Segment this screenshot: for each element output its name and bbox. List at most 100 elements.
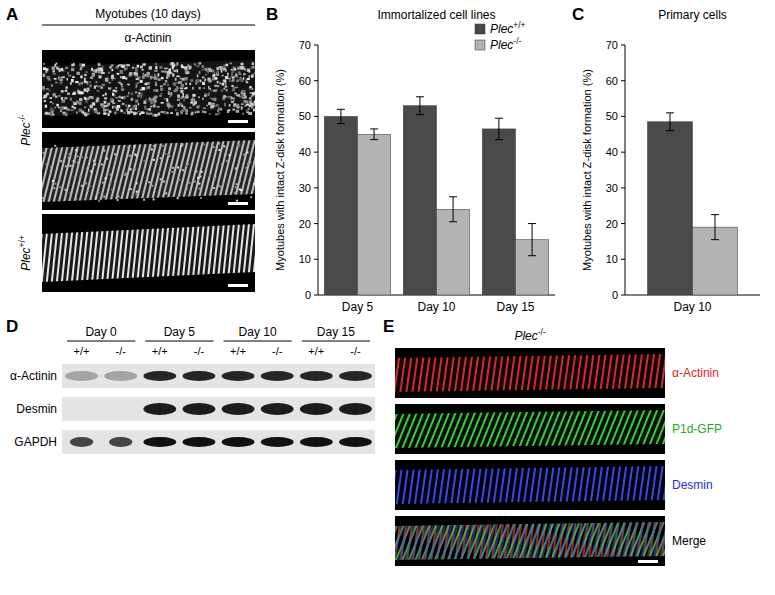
speckle <box>108 113 110 116</box>
blot-band <box>300 371 333 381</box>
speckle <box>218 149 220 151</box>
speckle <box>114 112 116 115</box>
speckle <box>92 74 95 77</box>
speckle <box>163 181 165 183</box>
speckle <box>161 111 164 113</box>
speckle <box>102 66 104 68</box>
speckle <box>129 155 131 157</box>
speckle <box>215 77 218 80</box>
speckle <box>122 76 125 79</box>
speckle <box>82 64 85 67</box>
genotype-label: -/- <box>194 345 205 357</box>
speckle <box>249 105 251 107</box>
speckle <box>204 68 207 70</box>
speckle <box>131 98 133 101</box>
speckle <box>79 91 82 94</box>
speckle <box>120 76 123 78</box>
speckle <box>140 66 143 69</box>
speckle <box>49 90 51 92</box>
column-rule <box>224 341 292 342</box>
myotube <box>395 522 665 560</box>
speckle <box>152 114 155 117</box>
error-cap <box>495 139 503 140</box>
speckle <box>74 107 76 109</box>
legend-swatch <box>475 40 485 50</box>
speckle <box>127 111 130 114</box>
column-label: Day 0 <box>85 325 117 339</box>
speckle <box>176 112 179 115</box>
speckle <box>246 104 249 106</box>
plot-area <box>648 113 738 295</box>
speckle <box>144 160 146 162</box>
speckle <box>43 89 45 91</box>
speckle <box>250 101 252 103</box>
speckle <box>237 95 240 97</box>
error-bar <box>495 118 503 139</box>
speckle <box>142 76 145 79</box>
speckle <box>244 68 246 70</box>
error-cap <box>337 123 345 124</box>
speckle <box>46 163 48 165</box>
bar <box>437 209 470 295</box>
speckle <box>251 105 253 108</box>
myotube <box>395 466 665 504</box>
speckle <box>217 81 219 83</box>
speckle <box>136 191 138 193</box>
speckle <box>78 102 80 104</box>
speckle <box>222 83 224 86</box>
speckle <box>161 102 164 104</box>
speckle <box>151 148 153 150</box>
speckle <box>202 82 205 85</box>
speckle <box>239 180 241 182</box>
speckle <box>90 170 92 172</box>
speckle <box>111 99 114 102</box>
speckle <box>119 82 121 84</box>
y-tick-label: 10 <box>606 253 618 265</box>
speckle <box>204 93 207 95</box>
speckle <box>110 174 112 176</box>
speckle <box>143 63 146 65</box>
speckle <box>124 64 126 66</box>
speckle <box>225 76 228 79</box>
speckle <box>150 100 153 103</box>
genotype: +/+ <box>17 235 27 247</box>
speckle <box>92 73 95 76</box>
speckle <box>121 88 124 90</box>
speckle <box>49 110 51 112</box>
speckle <box>101 163 103 165</box>
speckle <box>200 197 202 199</box>
y-tick <box>314 116 318 117</box>
speckle <box>187 64 189 67</box>
speckle <box>112 93 114 96</box>
speckle <box>199 176 201 178</box>
speckle <box>198 96 200 98</box>
speckle <box>176 69 178 72</box>
speckle <box>132 194 134 196</box>
column-label: Day 15 <box>317 325 355 339</box>
speckle <box>58 107 61 109</box>
speckle <box>125 172 127 174</box>
speckle <box>153 198 155 200</box>
y-tick-label: 50 <box>299 110 311 122</box>
speckle <box>217 85 219 87</box>
speckle <box>56 104 58 107</box>
gene-name: Plec <box>490 38 513 52</box>
speckle <box>177 166 179 168</box>
speckle <box>153 105 156 107</box>
speckle <box>239 188 241 190</box>
y-tick <box>314 295 318 296</box>
speckle <box>159 95 161 97</box>
blot-band <box>109 437 132 447</box>
speckle <box>104 97 107 99</box>
speckle <box>42 87 44 90</box>
y-tick-label: 20 <box>299 218 311 230</box>
speckle <box>237 80 239 83</box>
row-label: Plec-/- <box>17 114 33 145</box>
speckle <box>139 113 141 115</box>
speckle <box>138 92 140 94</box>
y-tick <box>314 45 318 46</box>
speckle <box>88 109 90 112</box>
speckle <box>249 86 251 88</box>
speckle <box>53 187 55 189</box>
speckle <box>45 112 48 115</box>
